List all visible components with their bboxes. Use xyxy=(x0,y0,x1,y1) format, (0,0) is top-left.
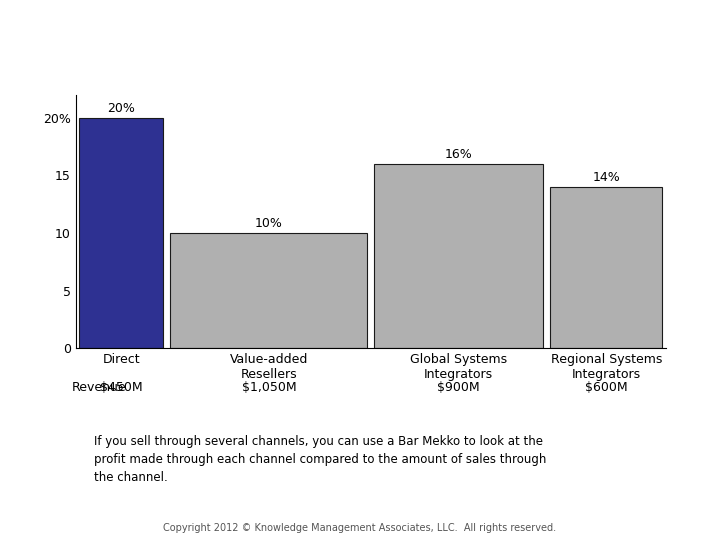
Bar xyxy=(374,164,543,348)
Text: $600M: $600M xyxy=(585,381,628,394)
Text: Copyright 2012 © Knowledge Management Associates, LLC.  All rights reserved.: Copyright 2012 © Knowledge Management As… xyxy=(163,523,557,533)
Bar xyxy=(79,118,163,348)
Text: Revenue: Revenue xyxy=(72,381,127,394)
Text: 10%: 10% xyxy=(255,217,283,230)
Text: Channel Profitability: Channel Profitability xyxy=(276,34,516,58)
Text: KMA: KMA xyxy=(50,31,128,60)
Text: 14%: 14% xyxy=(593,171,620,184)
Text: 20%: 20% xyxy=(107,102,135,114)
Bar xyxy=(550,187,662,348)
Text: $450M: $450M xyxy=(100,381,143,394)
Text: If you sell through several channels, you can use a Bar Mekko to look at the
pro: If you sell through several channels, yo… xyxy=(94,435,546,484)
Text: 16%: 16% xyxy=(445,148,472,161)
Text: $900M: $900M xyxy=(437,381,480,394)
Text: $1,050M: $1,050M xyxy=(242,381,296,394)
Bar xyxy=(171,233,367,348)
